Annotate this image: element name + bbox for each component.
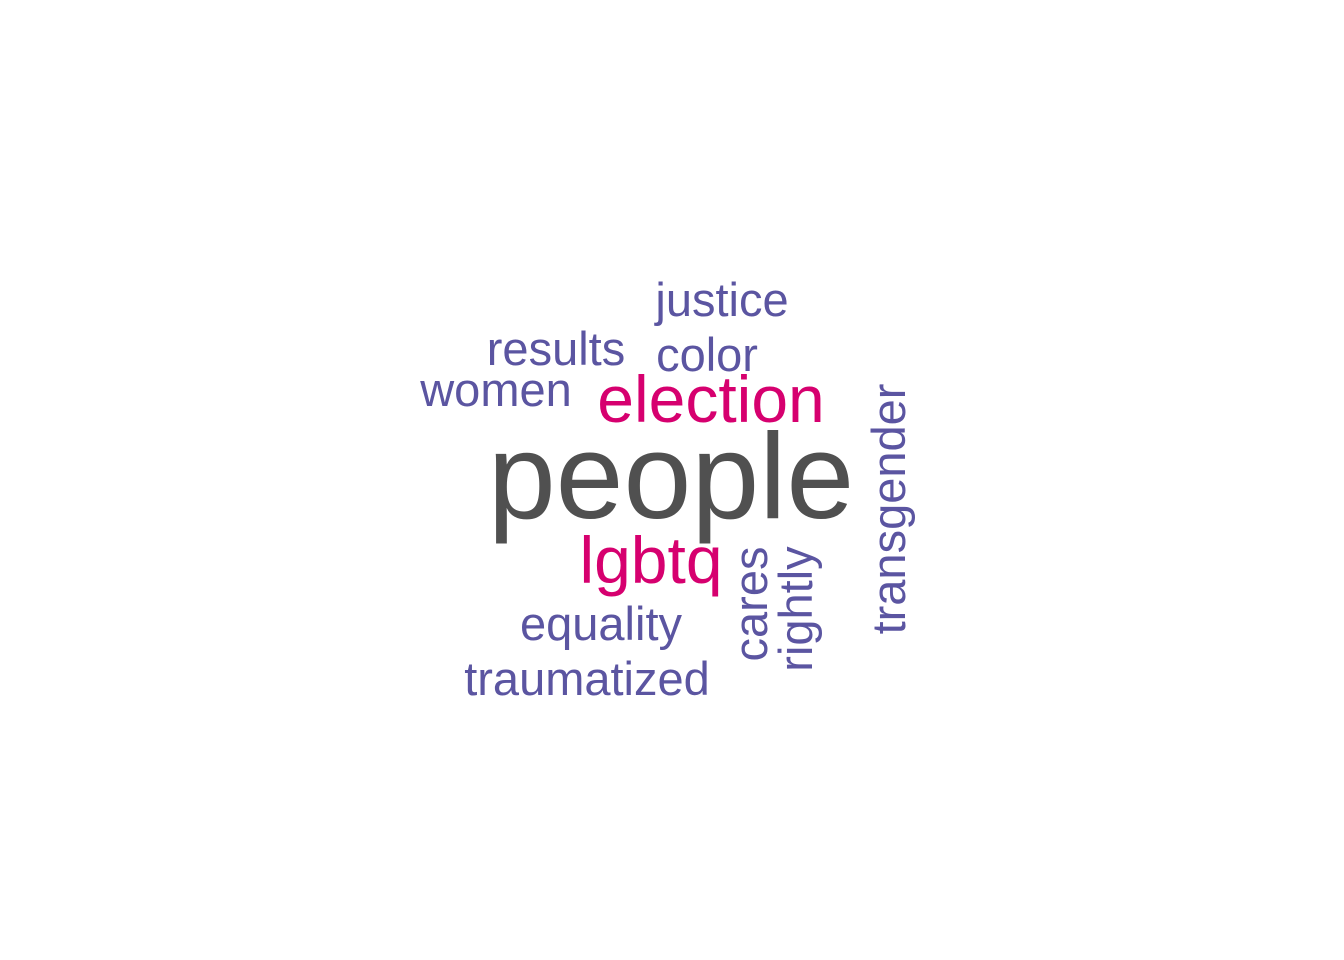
word-color: color [656,328,758,381]
word-cares: cares [724,547,777,662]
word-justice: justice [653,273,788,326]
word-rightly: rightly [769,546,822,672]
word-equality: equality [520,597,682,650]
word-traumatized: traumatized [464,652,710,705]
word-women: women [419,363,572,416]
word-election: election [597,362,825,436]
word-results: results [487,322,625,375]
word-transgender: transgender [862,384,915,635]
word-people: people [488,408,854,544]
word-lgbtq: lgbtq [579,523,722,597]
